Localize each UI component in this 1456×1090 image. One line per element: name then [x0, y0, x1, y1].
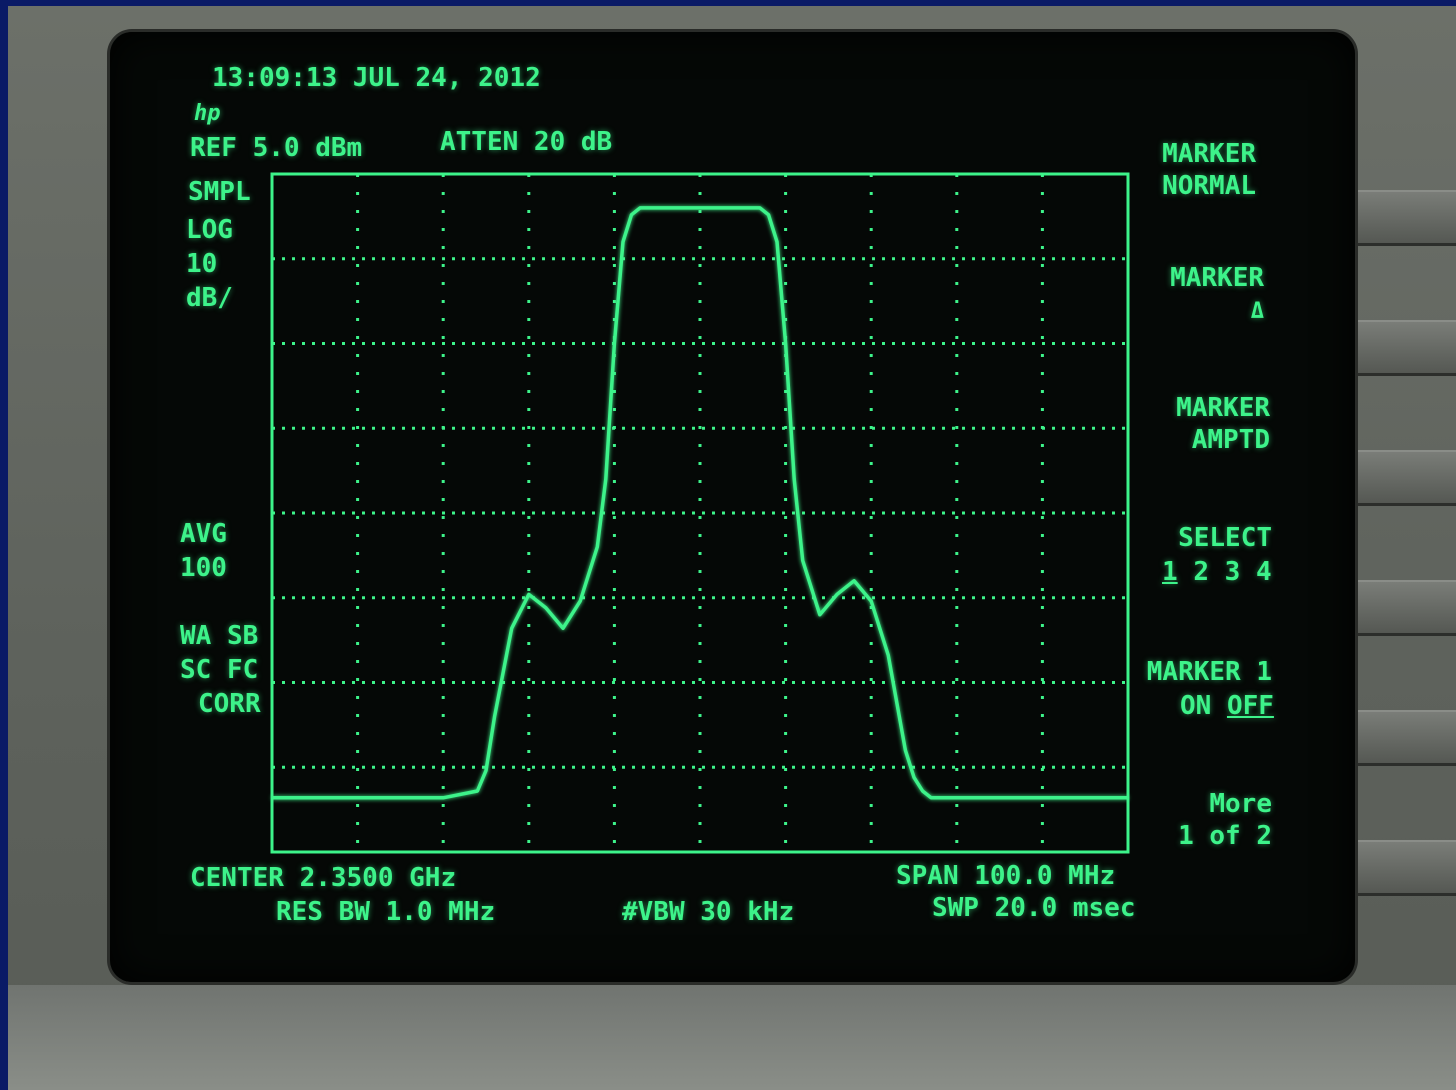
softkey-button-1[interactable]	[1340, 190, 1456, 246]
graticule	[270, 172, 1130, 854]
select-option-3[interactable]: 3	[1224, 557, 1241, 587]
ref-level: REF 5.0 dBm	[190, 133, 363, 163]
status-line-2: SC FC	[180, 655, 259, 685]
marker-off-option[interactable]: OFF	[1226, 691, 1274, 721]
softkey-4-line1[interactable]: SELECT	[1178, 523, 1272, 553]
softkey-button-5[interactable]	[1340, 710, 1456, 766]
attenuation: ATTEN 20 dB	[440, 127, 613, 157]
softkey-button-6[interactable]	[1340, 840, 1456, 896]
softkey-button-column	[1340, 50, 1456, 950]
spectrum-trace	[272, 206, 1128, 800]
scale-unit: dB/	[186, 283, 233, 313]
softkey-5-options[interactable]: ON OFF	[1180, 690, 1274, 722]
hp-logo: hp	[194, 101, 221, 126]
marker-on-option[interactable]: ON	[1180, 691, 1212, 721]
softkey-6-line1[interactable]: More	[1209, 789, 1272, 819]
softkey-6-line2[interactable]: 1 of 2	[1178, 821, 1272, 851]
softkey-3-line2[interactable]: AMPTD	[1191, 425, 1270, 455]
timestamp: 13:09:13 JUL 24, 2012	[212, 63, 541, 93]
crt-screen	[110, 32, 1355, 982]
select-option-1[interactable]: 1	[1162, 557, 1178, 587]
instrument-bottom-panel	[8, 985, 1456, 1090]
select-option-2[interactable]: 2	[1193, 557, 1209, 587]
video-bandwidth: #VBW 30 kHz	[622, 897, 795, 927]
avg-label: AVG	[180, 519, 227, 549]
scale-value: 10	[186, 249, 218, 279]
center-frequency: CENTER 2.3500 GHz	[190, 863, 457, 893]
softkey-2-line1[interactable]: MARKER	[1170, 263, 1264, 293]
sweep-time: SWP 20.0 msec	[932, 893, 1136, 923]
softkey-2-delta-icon[interactable]: Δ	[1250, 299, 1264, 324]
span: SPAN 100.0 MHz	[896, 861, 1116, 891]
softkey-1-line1[interactable]: MARKER	[1162, 139, 1256, 169]
select-option-4[interactable]: 4	[1255, 557, 1272, 587]
status-line-3: CORR	[198, 689, 261, 719]
avg-value: 100	[180, 553, 227, 583]
softkey-button-3[interactable]	[1340, 450, 1456, 506]
softkey-button-4[interactable]	[1340, 580, 1456, 636]
status-line-1: WA SB	[180, 621, 259, 651]
resolution-bandwidth: RES BW 1.0 MHz	[276, 897, 496, 927]
detector-mode: SMPL	[188, 177, 251, 207]
softkey-4-options[interactable]: 1 2 3 4	[1162, 556, 1272, 588]
softkey-5-line1[interactable]: MARKER 1	[1146, 657, 1272, 687]
scale-type: LOG	[186, 215, 233, 245]
softkey-3-line1[interactable]: MARKER	[1176, 393, 1270, 423]
softkey-button-2[interactable]	[1340, 320, 1456, 376]
softkey-1-line2[interactable]: NORMAL	[1162, 171, 1256, 201]
